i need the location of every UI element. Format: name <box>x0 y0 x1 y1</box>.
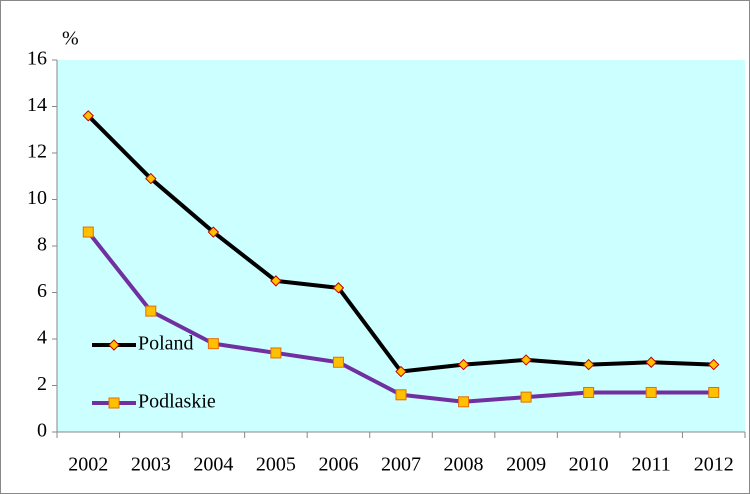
y-tick-label: 6 <box>37 280 47 302</box>
marker <box>708 386 720 398</box>
legend-marker <box>108 339 120 351</box>
marker <box>520 391 532 403</box>
x-tick-label: 2008 <box>444 454 484 476</box>
y-tick-label: 12 <box>27 141 47 163</box>
marker <box>583 386 595 398</box>
x-tick-label: 2012 <box>694 454 734 476</box>
marker <box>520 354 532 366</box>
x-tick-label: 2002 <box>68 454 108 476</box>
marker <box>645 386 657 398</box>
legend-label: Podlaskie <box>138 391 216 413</box>
x-tick-label: 2011 <box>632 454 671 476</box>
y-tick-label: 10 <box>27 187 47 209</box>
marker <box>395 365 407 378</box>
legend-marker <box>108 397 120 409</box>
x-tick-label: 2005 <box>256 454 296 476</box>
y-axis-label: % <box>62 28 79 50</box>
marker <box>82 226 94 238</box>
marker <box>458 396 470 408</box>
legend-label: Poland <box>138 333 194 355</box>
x-tick-label: 2007 <box>381 454 421 476</box>
y-tick-label: 4 <box>37 327 47 349</box>
marker <box>207 338 219 350</box>
marker <box>270 275 282 287</box>
marker <box>395 389 407 401</box>
y-tick-label: 14 <box>27 94 47 116</box>
x-tick-label: 2006 <box>318 454 358 476</box>
x-tick-label: 2009 <box>506 454 546 476</box>
marker <box>82 110 94 122</box>
marker <box>270 347 282 359</box>
x-tick-label: 2004 <box>193 454 233 476</box>
marker <box>145 305 157 317</box>
y-tick-label: 2 <box>37 373 47 395</box>
y-tick-label: 0 <box>37 420 47 442</box>
marker <box>457 358 470 371</box>
marker <box>207 226 220 238</box>
x-tick-label: 2003 <box>131 454 171 476</box>
marker <box>582 358 595 371</box>
y-tick-label: 16 <box>27 48 47 70</box>
marker <box>645 356 657 368</box>
marker <box>145 172 157 185</box>
marker <box>708 358 720 371</box>
x-tick-label: 2010 <box>569 454 609 476</box>
y-tick-label: 8 <box>37 234 47 256</box>
marker <box>332 282 345 294</box>
marker <box>332 356 344 368</box>
